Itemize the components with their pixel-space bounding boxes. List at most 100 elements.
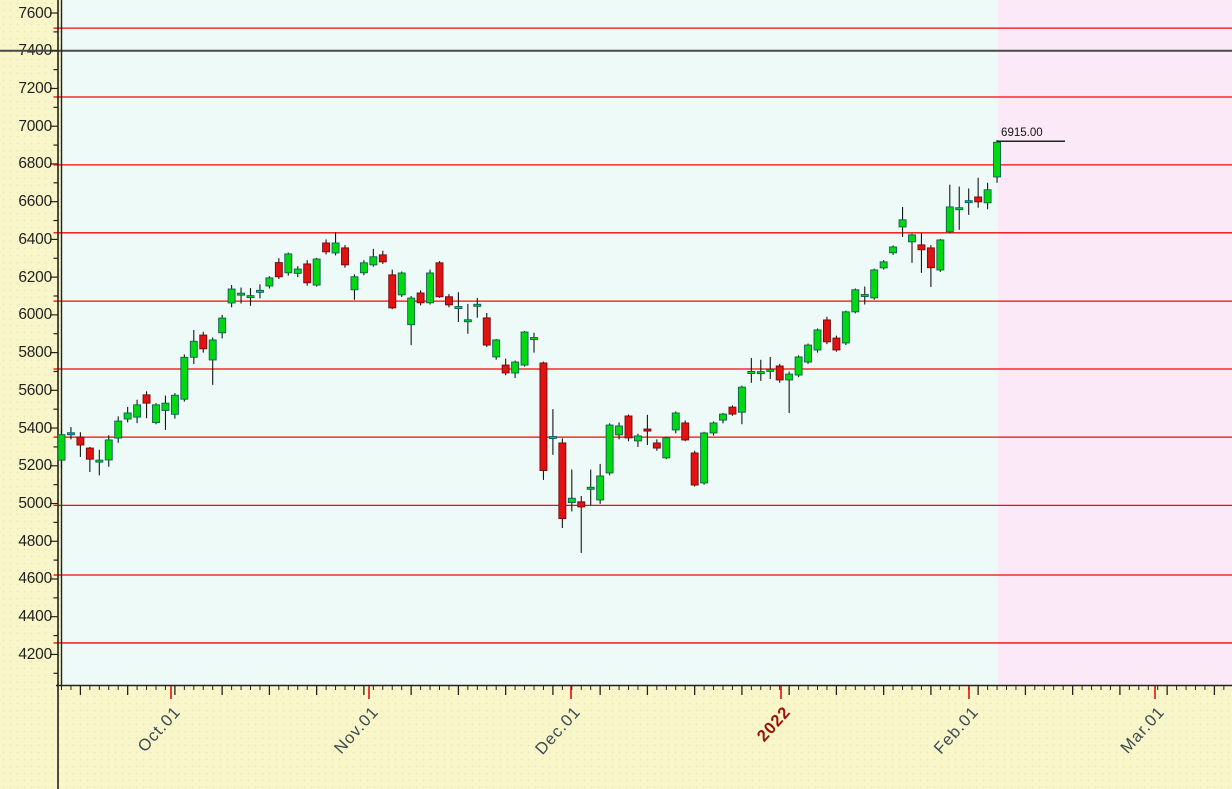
candle [492, 339, 501, 358]
candle [463, 319, 472, 323]
candle [180, 356, 189, 400]
candle [265, 277, 274, 287]
candle [435, 262, 444, 298]
candle [378, 254, 387, 263]
y-axis-label: 4400 [18, 608, 52, 626]
candle [794, 356, 803, 376]
candle [700, 432, 709, 484]
candle [274, 262, 283, 278]
y-axis-label: 7600 [18, 4, 52, 22]
candle [284, 253, 293, 274]
candle [851, 289, 860, 313]
candle [747, 371, 756, 374]
candle [879, 261, 888, 269]
candle [974, 196, 983, 203]
candle [577, 501, 586, 508]
candle [964, 200, 973, 204]
candle [813, 329, 822, 351]
candle [331, 242, 340, 254]
candle [955, 207, 964, 211]
candle [85, 447, 94, 460]
y-axis-label: 5000 [18, 495, 52, 512]
candle [823, 319, 831, 343]
candle [596, 475, 605, 501]
candle [114, 420, 123, 439]
candle [530, 337, 538, 340]
candle [898, 219, 907, 228]
candle [520, 331, 529, 366]
y-axis-label: 4200 [18, 645, 52, 663]
candle [66, 432, 75, 436]
candle [161, 402, 170, 411]
y-axis-label: 4600 [18, 570, 52, 588]
candle [227, 288, 236, 304]
candle [870, 269, 879, 299]
candle [634, 435, 642, 442]
candle [841, 311, 850, 344]
candle [681, 422, 690, 441]
y-axis-label: 7000 [18, 117, 52, 135]
last-price-label: 6915.00 [1001, 127, 1043, 140]
candle [756, 371, 765, 375]
candle [397, 272, 406, 296]
candle [615, 425, 623, 436]
candle [719, 413, 727, 421]
candle [341, 247, 349, 266]
candle [388, 274, 397, 309]
y-axis-label: 6000 [18, 306, 52, 324]
candle [369, 256, 378, 266]
candle [567, 497, 576, 504]
candle [889, 246, 898, 254]
y-axis-label: 5600 [18, 381, 52, 399]
candle [775, 365, 784, 381]
candle [416, 292, 425, 304]
candle [482, 317, 491, 346]
y-axis-label: 7200 [18, 79, 52, 97]
candle [76, 436, 85, 446]
y-axis-label: 4800 [18, 532, 52, 550]
candle [993, 141, 1001, 178]
candle [936, 239, 945, 271]
candle [690, 452, 699, 486]
candle [359, 262, 368, 274]
candle [548, 436, 557, 439]
y-axis-label: 5400 [18, 419, 52, 437]
candle [189, 340, 198, 358]
candle [624, 415, 633, 439]
candle [473, 303, 482, 307]
candle [908, 234, 916, 243]
candle [605, 424, 614, 474]
candle [785, 373, 794, 381]
candle [312, 258, 321, 286]
candle [322, 242, 331, 253]
candle [57, 434, 66, 461]
candle [652, 442, 661, 449]
y-axis-label: 6200 [18, 268, 52, 286]
candle [199, 334, 208, 350]
y-axis-label: 5200 [18, 457, 52, 475]
candle [558, 442, 567, 520]
y-axis-label: 6800 [18, 155, 52, 173]
candle [350, 276, 359, 291]
candle [926, 247, 935, 269]
candle [407, 297, 416, 326]
candle [293, 268, 302, 274]
candle [95, 459, 104, 463]
candle [454, 306, 463, 310]
candle [445, 296, 453, 306]
candle [671, 412, 680, 431]
candle [256, 289, 264, 293]
candle [832, 337, 841, 351]
candle [728, 406, 737, 415]
candle [643, 428, 652, 432]
candle [766, 368, 775, 372]
candle [501, 364, 510, 374]
y-axis-label: 6400 [18, 230, 52, 248]
candle [170, 394, 179, 415]
candle [511, 361, 520, 374]
candle [237, 292, 246, 296]
candle [426, 272, 434, 304]
candle [804, 344, 812, 363]
